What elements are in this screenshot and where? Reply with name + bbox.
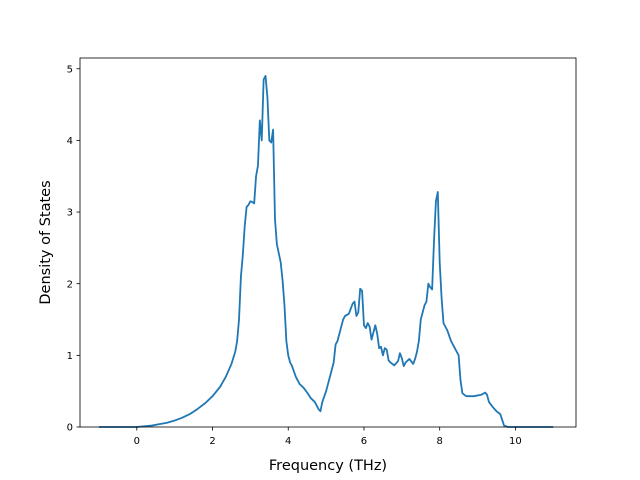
series-lines	[98, 75, 554, 428]
x-tick-label: 6	[361, 436, 367, 447]
x-tick-label: 8	[437, 436, 443, 447]
y-tick-label: 0	[67, 423, 73, 434]
series-line-0	[98, 75, 554, 428]
y-tick-label: 4	[67, 136, 73, 147]
plot-frame	[79, 57, 577, 428]
x-tick-label: 4	[285, 436, 291, 447]
y-tick-label: 2	[67, 279, 73, 290]
x-axis-ticks: 0 2 4 6 8 10	[134, 427, 522, 447]
x-axis-label: Frequency (THz)	[269, 458, 387, 474]
y-axis-ticks: 0 1 2 3 4 5	[67, 64, 80, 434]
x-tick-label: 10	[509, 436, 522, 447]
y-tick-label: 3	[67, 208, 73, 219]
x-tick-label: 0	[134, 436, 140, 447]
y-axis-label: Density of States	[38, 180, 54, 304]
x-tick-label: 2	[209, 436, 215, 447]
y-tick-label: 5	[67, 64, 73, 75]
y-tick-label: 1	[67, 351, 73, 362]
